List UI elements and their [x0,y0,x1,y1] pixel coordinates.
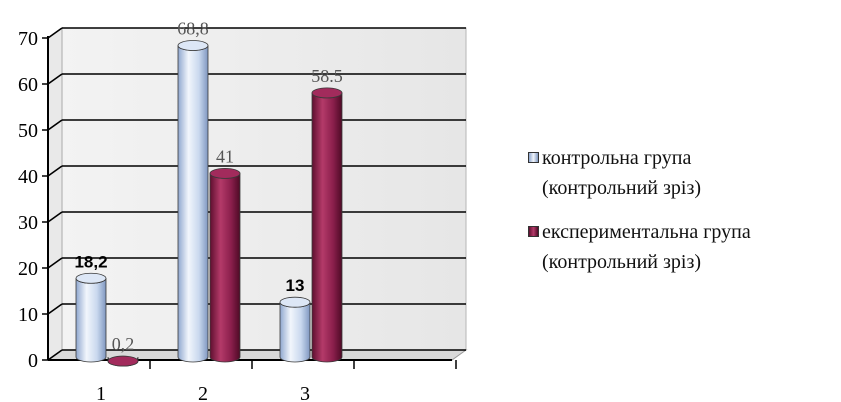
bar-top-series0-cat0 [75,272,107,284]
bar-top-series0-cat1 [177,40,209,51]
bar-top-series1-cat2 [311,87,343,99]
legend-label-experimental-line1: експериментальна група [542,221,751,243]
y-tick-label: 30 [18,212,38,234]
bar-series1-cat2 [311,92,343,363]
gridline-depth [47,73,63,85]
x-tick-label: 3 [300,383,310,402]
legend-label-control-line2: (контрольний зріз) [542,177,702,199]
y-tick-label: 0 [28,350,38,372]
gridline-depth [47,119,63,131]
data-label-series1-cat2: 58.5 [311,66,343,86]
legend-swatch-control [528,152,539,163]
data-label-series0-cat2: 13 [286,276,305,295]
legend-item-control: контрольна група (контрольний зріз) [528,143,838,203]
gridline-depth [47,27,63,39]
y-tick-label: 40 [18,166,38,188]
bar-top-series1-cat0 [107,355,139,367]
data-label-series1-cat1: 41 [216,146,234,166]
legend-label-control-line1: контрольна група [542,147,692,169]
y-tick-label: 20 [18,258,38,280]
gridline-depth [47,165,63,177]
y-tick-label: 60 [18,74,38,96]
legend: контрольна група (контрольний зріз) експ… [528,143,838,291]
bar-series0-cat1 [177,45,209,363]
gridline-depth [47,303,63,315]
y-tick-label: 70 [18,28,38,50]
legend-swatch-experimental [528,226,539,237]
legend-label-experimental-line2: (контрольний зріз) [542,251,702,273]
gridline-depth [47,349,63,361]
gridline-depth [47,211,63,223]
y-tick-label: 50 [18,120,38,142]
legend-item-experimental: експериментальна група (контрольний зріз… [528,217,838,277]
y-tick-label: 10 [18,304,38,326]
data-label-series0-cat0: 18,2 [74,252,107,271]
chart-side-wall [47,27,63,361]
bar-top-series1-cat1 [209,167,241,179]
gridline-depth [47,257,63,269]
chart-back-wall [61,27,467,351]
data-label-series1-cat0: 0,2 [112,334,135,354]
bar-series0-cat0 [75,278,107,363]
bar-series0-cat2 [279,302,311,363]
data-label-series0-cat1: 68,8 [177,19,209,39]
bar-series1-cat1 [209,173,241,363]
bar-top-series0-cat2 [279,296,311,308]
x-tick-label: 2 [198,383,208,402]
x-tick-label: 1 [96,383,106,402]
